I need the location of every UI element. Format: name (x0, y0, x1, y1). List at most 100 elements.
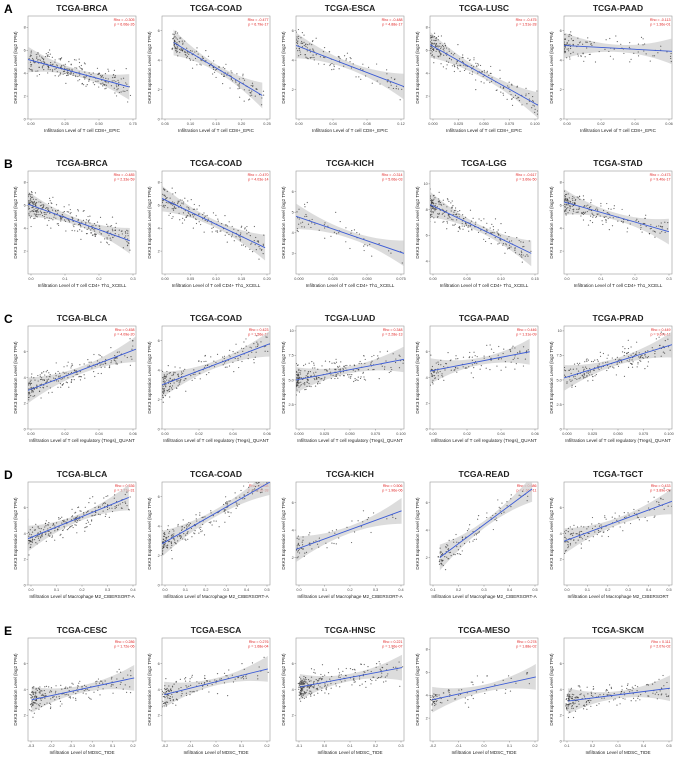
data-point (304, 683, 306, 685)
data-point (68, 696, 70, 698)
data-point (305, 678, 307, 681)
data-point (296, 41, 297, 43)
data-point (637, 220, 640, 223)
data-point (114, 229, 116, 232)
data-point (329, 678, 331, 680)
data-point (55, 522, 58, 524)
row-label-d: D (4, 468, 13, 482)
data-point (297, 28, 300, 31)
data-point (378, 660, 380, 663)
data-point (524, 255, 526, 257)
data-point (77, 506, 79, 509)
data-point (171, 374, 173, 376)
data-point (84, 71, 86, 73)
data-point (30, 196, 32, 199)
y-axis-label: DKK3 Expression Level (log2 TPM) (13, 31, 18, 104)
data-point (57, 75, 60, 77)
data-point (297, 374, 299, 376)
data-point (33, 702, 35, 704)
data-point (301, 46, 304, 48)
data-point (439, 53, 442, 55)
data-point (99, 694, 101, 696)
data-point (599, 351, 601, 353)
data-point (223, 362, 226, 364)
data-point (43, 69, 45, 71)
data-point (115, 360, 117, 362)
data-point (164, 377, 166, 380)
data-point (45, 381, 48, 383)
data-point (172, 535, 174, 537)
data-point (50, 698, 52, 700)
data-point (102, 363, 104, 365)
data-point (494, 218, 497, 220)
data-point (46, 376, 48, 378)
data-point (41, 56, 43, 58)
data-point (666, 228, 669, 230)
data-point (488, 237, 490, 240)
data-point (570, 31, 572, 33)
data-point (566, 48, 568, 50)
data-point (175, 681, 177, 683)
data-point (462, 57, 464, 59)
data-point (638, 356, 640, 358)
data-point (111, 510, 114, 513)
x-tick-label: 0.000 (562, 432, 572, 436)
data-point (129, 686, 131, 688)
data-point (296, 387, 297, 389)
data-point (612, 366, 614, 368)
data-point (536, 110, 538, 112)
data-point (633, 512, 636, 514)
data-point (125, 232, 127, 234)
data-point (439, 55, 441, 57)
data-point (366, 245, 369, 247)
data-point (39, 376, 41, 378)
data-point (354, 370, 356, 372)
data-point (28, 392, 30, 394)
data-point (81, 67, 83, 70)
data-point (516, 86, 518, 88)
data-point (430, 45, 432, 48)
data-point (520, 253, 523, 255)
data-point (437, 555, 439, 558)
data-point (28, 396, 30, 399)
data-point (318, 537, 320, 539)
data-point (171, 544, 173, 546)
data-point (174, 542, 177, 544)
data-point (312, 367, 314, 369)
data-point (398, 367, 401, 369)
data-point (350, 375, 352, 378)
data-point (97, 372, 99, 375)
data-point (202, 218, 204, 220)
data-point (49, 535, 51, 537)
data-point (457, 358, 459, 360)
y-tick-label: 4 (24, 688, 26, 692)
data-point (383, 368, 386, 370)
data-point (229, 87, 231, 89)
regression-line (564, 201, 670, 233)
data-point (54, 525, 56, 527)
plot-area (29, 665, 135, 718)
data-point (28, 384, 29, 386)
y-tick-label: 2 (426, 556, 428, 560)
data-point (99, 514, 101, 516)
data-point (588, 532, 590, 535)
data-point (603, 531, 605, 533)
data-point (172, 33, 174, 35)
data-point (308, 542, 310, 544)
data-point (431, 375, 433, 378)
data-point (638, 352, 640, 354)
y-tick-label: 0 (560, 427, 562, 431)
x-tick-label: 0.15 (238, 277, 245, 281)
data-point (242, 75, 244, 77)
data-point (174, 372, 176, 374)
data-point (31, 68, 33, 71)
data-point (458, 553, 460, 555)
data-point (235, 507, 237, 509)
data-point (236, 504, 238, 506)
data-point (322, 675, 324, 678)
data-point (219, 678, 221, 680)
data-point (566, 41, 568, 44)
data-point (294, 543, 295, 544)
data-point (60, 378, 62, 380)
data-point (44, 218, 46, 220)
